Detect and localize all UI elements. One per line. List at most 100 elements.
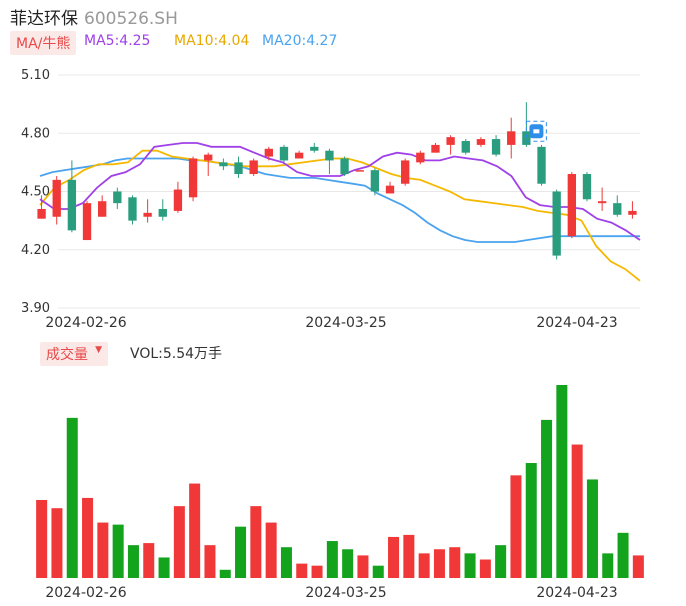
candle-body [52, 179, 61, 217]
candlestick [416, 150, 425, 165]
candle-body [355, 170, 364, 172]
candlestick [385, 181, 395, 194]
candle-body [628, 210, 637, 215]
volume-bar [495, 545, 507, 578]
y-tick-label: 4.20 [21, 243, 50, 258]
candlestick [537, 144, 546, 186]
candlestick [37, 195, 46, 219]
candle-body [188, 158, 198, 198]
candlestick [507, 117, 516, 159]
candlestick [173, 181, 183, 213]
candle-body [234, 162, 243, 175]
volume-bar [311, 565, 323, 578]
ma10-line [39, 149, 641, 282]
volume-bar [388, 536, 400, 578]
ma10-legend: MA10:4.04 [174, 33, 250, 49]
signal-marker-frame [525, 120, 547, 142]
volume-bar [510, 475, 522, 578]
dropdown-arrow-icon: ▼ [95, 345, 102, 355]
candle-body [249, 160, 258, 175]
candle-body [82, 203, 92, 241]
ma5-legend: MA5:4.25 [84, 33, 151, 49]
candle-body [310, 146, 319, 151]
volume-bar [280, 547, 292, 578]
volume-x-tick-label: 2024-02-26 [45, 585, 126, 601]
volume-indicator-toggle[interactable]: 成交量 ▼ [40, 342, 108, 366]
signal-marker-icon [525, 120, 547, 142]
y-tick-label: 5.10 [21, 68, 50, 83]
volume-bar [250, 506, 262, 578]
volume-bar [219, 569, 231, 578]
candle-body [340, 158, 349, 175]
candlestick [67, 160, 77, 233]
volume-bar [586, 479, 598, 578]
candle-body [597, 201, 607, 204]
candle-body [37, 208, 46, 219]
candle-body [219, 162, 228, 167]
volume-bar [372, 565, 384, 578]
candlestick [325, 148, 334, 175]
candlestick [264, 146, 273, 161]
volume-bar [112, 524, 124, 578]
candlestick [628, 201, 637, 219]
candle-body [128, 197, 137, 221]
candle-body [294, 152, 304, 159]
stock-title: 菲达环保 600526.SH [10, 4, 178, 29]
candle-body [537, 146, 546, 184]
volume-bar [602, 553, 614, 578]
candle-body [552, 191, 561, 256]
volume-bar [66, 417, 78, 578]
candlestick [143, 199, 152, 223]
volume-bar [127, 545, 139, 578]
volume-x-tick-label: 2024-04-23 [536, 585, 617, 601]
candlestick [597, 187, 607, 211]
volume-bar [525, 463, 537, 578]
volume-bar [357, 555, 369, 578]
candlestick [234, 156, 243, 178]
volume-bar [97, 522, 109, 578]
candle-body [67, 179, 77, 231]
candle-body [476, 139, 486, 145]
candlestick [52, 175, 61, 225]
candle-body [173, 189, 183, 211]
candle-body [98, 201, 107, 217]
candlestick [522, 102, 531, 147]
volume-bar [418, 553, 430, 578]
candlestick [552, 189, 561, 260]
volume-bar [82, 497, 94, 578]
candle-body [204, 154, 213, 161]
candlestick [476, 137, 486, 147]
candlestick [98, 195, 107, 217]
candlestick [82, 201, 92, 241]
candle-body [264, 148, 273, 157]
ma5-line [39, 142, 641, 241]
x-tick-label: 2024-03-25 [305, 315, 386, 331]
candle-body [507, 131, 516, 145]
ma20-legend: MA20:4.27 [262, 33, 338, 49]
candle-body [431, 144, 440, 153]
volume-bar [235, 526, 247, 578]
y-tick-label: 4.50 [21, 185, 50, 200]
ma20-line [39, 157, 640, 243]
signal-marker-glyph [533, 129, 540, 134]
volume-bar [449, 547, 461, 578]
candle-body [461, 141, 470, 153]
candle-body [370, 170, 380, 192]
ma-indicator-toggle[interactable]: MA/牛熊 [10, 31, 77, 55]
volume-x-tick-label: 2024-03-25 [305, 585, 386, 601]
candlestick [370, 168, 380, 196]
candlestick [582, 172, 592, 202]
volume-bar [342, 549, 354, 578]
candlestick [128, 195, 137, 225]
candlestick [340, 156, 349, 176]
volume-bar [158, 557, 170, 578]
candlestick [446, 135, 455, 155]
volume-bar [556, 385, 568, 578]
candle-body [113, 191, 122, 204]
candlestick [294, 150, 304, 159]
volume-bar [173, 506, 185, 578]
candle-body [279, 146, 289, 161]
volume-bar [296, 563, 308, 578]
volume-bar [632, 555, 644, 578]
